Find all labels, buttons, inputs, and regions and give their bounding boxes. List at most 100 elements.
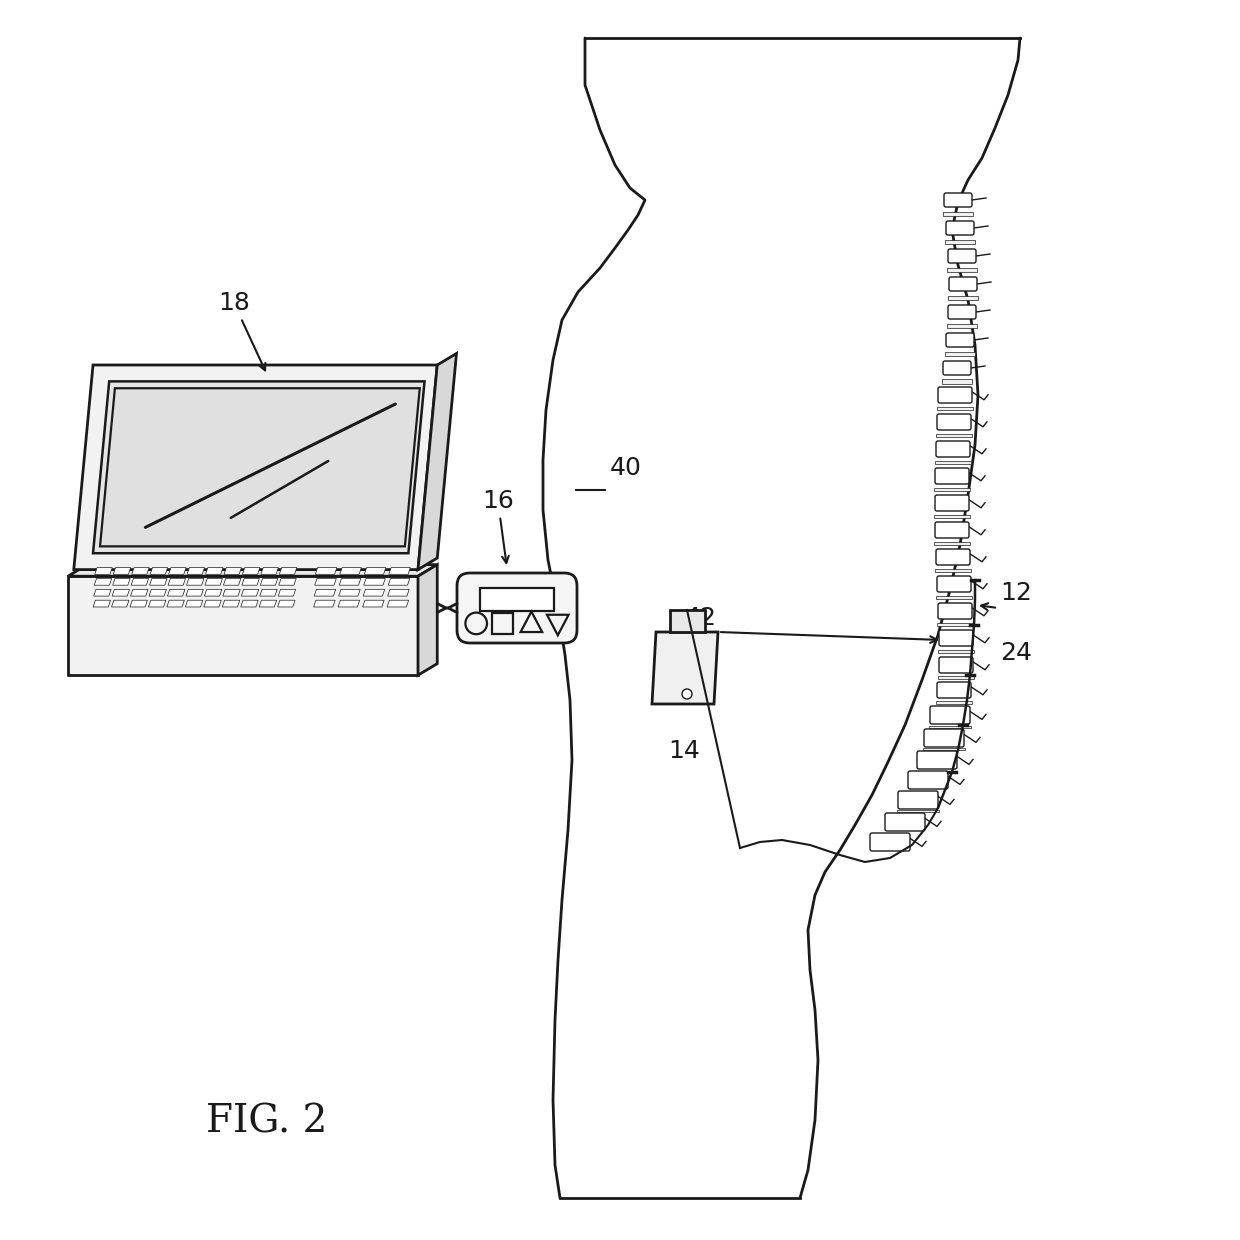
Polygon shape [206,568,223,574]
FancyBboxPatch shape [458,573,577,644]
Bar [942,379,972,383]
FancyBboxPatch shape [935,467,968,484]
Polygon shape [223,578,241,585]
Polygon shape [113,578,130,585]
Bar [934,487,970,491]
FancyBboxPatch shape [949,305,976,319]
Polygon shape [314,600,335,606]
FancyBboxPatch shape [924,729,963,746]
Polygon shape [388,578,409,585]
Text: 12: 12 [999,582,1032,605]
FancyBboxPatch shape [942,361,971,374]
Polygon shape [169,578,186,585]
Polygon shape [388,589,409,596]
FancyBboxPatch shape [885,813,925,831]
Polygon shape [652,632,718,704]
Bar [937,407,973,410]
FancyBboxPatch shape [918,751,957,769]
Polygon shape [167,600,185,606]
FancyBboxPatch shape [870,833,910,851]
Bar [936,701,972,704]
Polygon shape [387,600,409,606]
Polygon shape [167,589,185,596]
Polygon shape [131,578,149,585]
Text: 16: 16 [482,489,513,563]
Bar [937,676,973,680]
Bar [949,295,978,300]
Polygon shape [418,564,438,676]
Polygon shape [185,600,203,606]
Polygon shape [187,568,205,574]
FancyBboxPatch shape [949,277,977,291]
Polygon shape [100,388,420,547]
Polygon shape [362,600,384,606]
Polygon shape [279,578,296,585]
Polygon shape [259,600,277,606]
Polygon shape [150,568,167,574]
Bar [937,650,973,653]
Bar [945,352,975,356]
Polygon shape [112,589,129,596]
Bar [936,434,972,438]
Bar [945,239,975,244]
FancyBboxPatch shape [937,682,971,698]
FancyBboxPatch shape [939,630,973,646]
Polygon shape [223,589,241,596]
Polygon shape [112,600,129,606]
Polygon shape [279,568,296,574]
Polygon shape [278,600,295,606]
Bar [897,810,939,812]
Polygon shape [389,568,410,574]
Bar [947,324,977,329]
Bar [923,748,965,750]
FancyBboxPatch shape [937,387,972,403]
Polygon shape [363,578,386,585]
Bar [935,461,971,464]
Polygon shape [68,564,438,577]
Polygon shape [340,578,361,585]
Bar [492,613,513,634]
Polygon shape [363,589,384,596]
Polygon shape [68,577,418,676]
Text: 40: 40 [610,456,642,480]
FancyBboxPatch shape [908,771,949,789]
Polygon shape [243,568,260,574]
Bar [670,610,704,632]
FancyBboxPatch shape [935,522,968,538]
FancyBboxPatch shape [944,193,972,207]
FancyBboxPatch shape [939,657,973,673]
Polygon shape [339,589,360,596]
Polygon shape [314,589,336,596]
Bar [934,515,970,518]
Polygon shape [241,600,258,606]
Polygon shape [169,568,186,574]
Polygon shape [94,589,112,596]
FancyBboxPatch shape [937,577,971,591]
Polygon shape [260,568,278,574]
Polygon shape [93,382,424,553]
Polygon shape [222,600,239,606]
Text: FIG. 2: FIG. 2 [206,1104,327,1141]
FancyBboxPatch shape [936,441,970,458]
Polygon shape [242,589,259,596]
Polygon shape [365,568,386,574]
Polygon shape [205,578,222,585]
FancyBboxPatch shape [936,549,970,565]
Polygon shape [93,600,110,606]
Polygon shape [205,589,222,596]
Polygon shape [260,578,278,585]
Polygon shape [130,589,148,596]
Bar [480,589,554,611]
Bar [937,622,973,626]
FancyBboxPatch shape [946,334,973,347]
Polygon shape [242,578,259,585]
Text: 42: 42 [684,606,717,630]
FancyBboxPatch shape [946,221,973,236]
Polygon shape [259,589,278,596]
Bar [947,268,977,273]
Text: 14: 14 [668,739,699,763]
Polygon shape [203,600,221,606]
Polygon shape [278,589,295,596]
Polygon shape [224,568,242,574]
FancyBboxPatch shape [937,603,972,619]
